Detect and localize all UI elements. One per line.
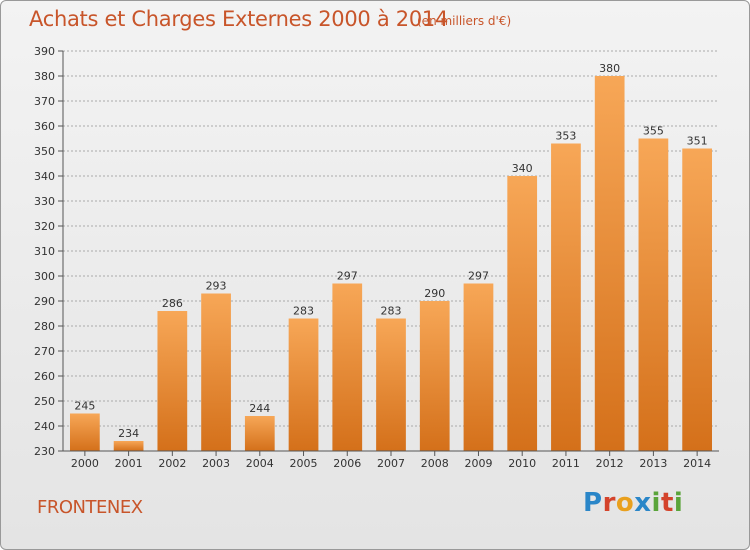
y-tick-label: 350 [34, 145, 55, 158]
bar-2014 [682, 148, 713, 451]
x-tick-label: 2013 [639, 457, 667, 470]
x-tick-label: 2011 [552, 457, 580, 470]
commune-name: FRONTENEX [37, 497, 143, 518]
proxiti-logo[interactable]: Proxiti [583, 488, 684, 518]
y-tick-label: 340 [34, 170, 55, 183]
data-label: 283 [381, 305, 402, 318]
bar-2010 [507, 176, 538, 451]
data-label: 297 [337, 270, 358, 283]
data-label: 351 [687, 135, 708, 148]
data-label: 297 [468, 270, 489, 283]
x-tick-label: 2005 [290, 457, 318, 470]
y-tick-label: 300 [34, 270, 55, 283]
chart-title: Achats et Charges Externes 2000 à 2014 [29, 7, 448, 31]
data-labels: 245 234 286 293 244 283 297 283 290 297 340 353 380 3… [74, 62, 707, 440]
bar-2007 [376, 318, 406, 451]
data-label: 244 [249, 402, 270, 415]
bar-2013 [638, 138, 669, 451]
y-tick-label: 280 [34, 320, 55, 333]
bar-2003 [201, 293, 231, 451]
y-tick-label: 310 [34, 245, 55, 258]
x-tick-label: 2007 [377, 457, 405, 470]
bar-2001 [113, 441, 144, 451]
y-axis-ticks: 230 240 250 260 270 280 290 300 310 320 330 340 350 3… [34, 45, 63, 458]
y-tick-label: 380 [34, 70, 55, 83]
x-tick-label: 2010 [508, 457, 536, 470]
bar-2009 [463, 283, 494, 451]
x-tick-label: 2000 [71, 457, 99, 470]
bar-2008 [419, 301, 450, 451]
y-tick-label: 370 [34, 95, 55, 108]
axes [62, 51, 719, 452]
bar-2004 [244, 416, 275, 451]
x-tick-label: 2004 [246, 457, 274, 470]
chart-subtitle: (en milliers d'€) [417, 14, 512, 28]
data-label: 283 [293, 305, 314, 318]
chart-title-text: Achats et Charges Externes 2000 à 2014 [29, 7, 449, 31]
data-label: 355 [643, 125, 664, 138]
y-tick-label: 260 [34, 370, 55, 383]
data-label: 380 [599, 62, 620, 75]
x-tick-label: 2014 [683, 457, 711, 470]
data-label: 353 [555, 130, 576, 143]
x-tick-label: 2002 [158, 457, 186, 470]
x-tick-label: 2001 [115, 457, 143, 470]
y-tick-label: 330 [34, 195, 55, 208]
bar-2011 [551, 143, 581, 451]
y-tick-label: 230 [34, 445, 55, 458]
data-label: 234 [118, 427, 139, 440]
data-label: 293 [206, 280, 227, 293]
y-tick-label: 320 [34, 220, 55, 233]
data-label: 340 [512, 162, 533, 175]
data-label: 290 [424, 287, 445, 300]
y-tick-label: 360 [34, 120, 55, 133]
y-tick-label: 250 [34, 395, 55, 408]
bar-2006 [332, 283, 363, 451]
bar-2005 [288, 318, 319, 451]
bar-2012 [594, 76, 625, 451]
bars [69, 76, 713, 451]
x-tick-label: 2003 [202, 457, 230, 470]
data-label: 286 [162, 297, 183, 310]
x-tick-label: 2012 [596, 457, 624, 470]
y-tick-label: 240 [34, 420, 55, 433]
bar-2000 [69, 413, 100, 451]
x-tick-label: 2009 [464, 457, 492, 470]
bar-2002 [157, 311, 188, 451]
y-tick-label: 390 [34, 45, 55, 58]
data-label: 245 [74, 400, 95, 413]
y-tick-label: 270 [34, 345, 55, 358]
x-axis-ticks: 2000 2001 2002 2003 2004 2005 2006 2007 2008 2009… [71, 451, 711, 470]
x-tick-label: 2008 [421, 457, 449, 470]
x-tick-label: 2006 [333, 457, 361, 470]
y-tick-label: 290 [34, 295, 55, 308]
